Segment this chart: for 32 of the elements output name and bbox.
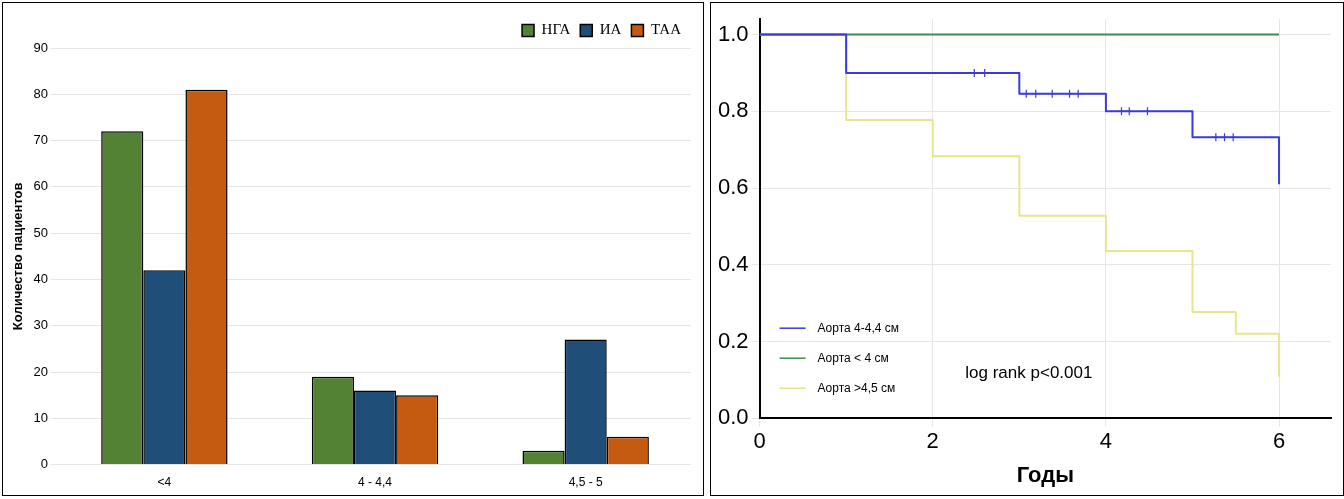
y-tick-label: 50 xyxy=(33,224,49,240)
legend-label: Аорта < 4 см xyxy=(817,350,889,365)
y-tick-label: 20 xyxy=(33,363,49,379)
y-tick-label: 1.0 xyxy=(717,20,749,46)
annotation: log rank p<0.001 xyxy=(965,362,1093,382)
y-tick-label: 0.8 xyxy=(717,97,749,123)
y-tick-label: 0.2 xyxy=(717,327,749,353)
y-tick-label: 10 xyxy=(33,409,49,425)
y-tick-label: 60 xyxy=(33,178,49,194)
x-tick-label: 6 xyxy=(1272,428,1286,454)
legend-label: Аорта 4-4,4 см xyxy=(817,320,899,335)
legend-label: ТАА xyxy=(650,21,682,38)
legend-label: ИА xyxy=(599,21,622,38)
x-tick-label: 0 xyxy=(753,428,766,454)
legend-label: Аорта >4,5 см xyxy=(817,380,896,395)
y-tick-label: 0.6 xyxy=(717,174,749,200)
legend-label: НГА xyxy=(541,21,571,38)
y-tick-label: 90 xyxy=(33,39,49,55)
x-tick-label: <4 xyxy=(157,475,172,490)
y-tick-label: 70 xyxy=(33,132,49,148)
y-tick-label: 30 xyxy=(33,317,49,333)
x-tick-label: 4 xyxy=(1099,428,1113,454)
x-tick-label: 2 xyxy=(926,428,939,454)
x-tick-label: 4,5 - 5 xyxy=(568,475,604,490)
y-tick-label: 0 xyxy=(40,456,49,472)
y-axis-title: Количество пациентов xyxy=(10,182,26,331)
x-tick-label: 4 - 4,4 xyxy=(358,475,393,490)
x-axis-title: Годы xyxy=(1016,461,1074,487)
y-tick-label: 40 xyxy=(33,271,49,287)
y-tick-label: 0.4 xyxy=(717,250,749,276)
y-tick-label: 80 xyxy=(33,85,49,101)
y-tick-label: 0.0 xyxy=(717,404,749,430)
